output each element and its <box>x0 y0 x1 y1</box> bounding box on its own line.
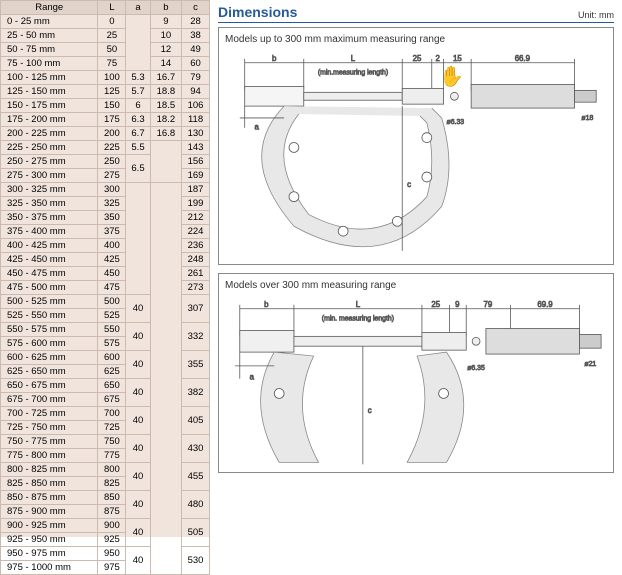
figure-1-svg: b L (min.measuring length) 25 2 15 66.9 … <box>225 49 609 256</box>
svg-text:15: 15 <box>453 54 462 63</box>
table-row: 125 - 150 mm1255.718.894 <box>1 85 210 99</box>
svg-text:c: c <box>368 406 372 415</box>
figure-1: Models up to 300 mm maximum measuring ra… <box>218 27 614 265</box>
svg-text:a: a <box>255 123 260 132</box>
col-L: L <box>98 1 126 15</box>
table-row: 100 - 125 mm1005.316.779 <box>1 71 210 85</box>
svg-text:(min.measuring length): (min.measuring length) <box>318 70 388 77</box>
figure-2-svg: b L (min. measuring length) 25 9 79 69.9… <box>225 295 609 467</box>
svg-text:b: b <box>272 54 277 63</box>
dimensions-header: Dimensions Unit: mm <box>218 4 614 23</box>
svg-text:25: 25 <box>413 54 422 63</box>
dimensions-title: Dimensions <box>218 4 297 20</box>
table-row: 150 - 175 mm150618.5106 <box>1 99 210 113</box>
svg-text:2: 2 <box>435 54 439 63</box>
spec-table: RangeLabc 0 - 25 mm092825 - 50 mm2510385… <box>0 0 210 575</box>
table-row: 175 - 200 mm1756.318.2118 <box>1 113 210 127</box>
spec-table-panel: RangeLabc 0 - 25 mm092825 - 50 mm2510385… <box>0 0 210 537</box>
svg-text:69.9: 69.9 <box>537 300 552 309</box>
table-row: 300 - 325 mm300187 <box>1 183 210 197</box>
svg-text:a: a <box>250 373 255 382</box>
svg-text:ø21: ø21 <box>584 361 596 368</box>
col-c: c <box>182 1 210 15</box>
col-b: b <box>150 1 181 15</box>
dimensions-panel: Dimensions Unit: mm Models up to 300 mm … <box>210 0 622 537</box>
table-row: 0 - 25 mm0928 <box>1 15 210 29</box>
figure-2-title: Models over 300 mm measuring range <box>225 280 609 291</box>
col-a: a <box>126 1 150 15</box>
svg-text:9: 9 <box>455 300 459 309</box>
svg-text:ø6.35: ø6.35 <box>467 365 485 372</box>
svg-text:L: L <box>356 300 361 309</box>
svg-text:25: 25 <box>431 300 440 309</box>
dimensions-unit: Unit: mm <box>578 10 614 20</box>
svg-text:b: b <box>264 300 269 309</box>
figure-1-title: Models up to 300 mm maximum measuring ra… <box>225 34 609 45</box>
figure-2: Models over 300 mm measuring range b L (… <box>218 273 614 473</box>
col-Range: Range <box>1 1 98 15</box>
table-row: 200 - 225 mm2006.716.8130 <box>1 127 210 141</box>
svg-text:79: 79 <box>484 300 493 309</box>
svg-text:ø6.33: ø6.33 <box>447 119 465 126</box>
svg-text:L: L <box>351 54 356 63</box>
svg-text:ø18: ø18 <box>581 115 593 122</box>
svg-text:66.9: 66.9 <box>515 54 530 63</box>
svg-text:c: c <box>407 180 411 189</box>
table-row: 75 - 100 mm751460 <box>1 57 210 71</box>
table-row: 225 - 250 mm2255.5143 <box>1 141 210 155</box>
table-row: 50 - 75 mm501249 <box>1 43 210 57</box>
table-row: 25 - 50 mm251038 <box>1 29 210 43</box>
svg-text:(min. measuring length): (min. measuring length) <box>322 316 394 323</box>
